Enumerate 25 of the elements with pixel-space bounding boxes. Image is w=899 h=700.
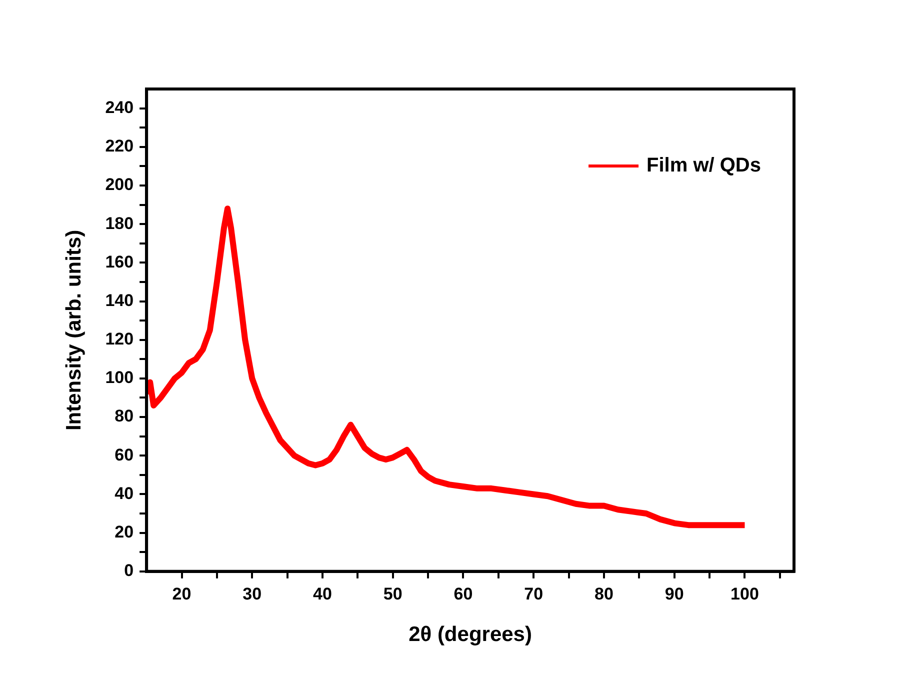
x-tick-label: 60: [454, 584, 473, 604]
x-tick-label: 50: [383, 584, 402, 604]
x-tick-label: 100: [730, 584, 759, 604]
x-tick-label: 40: [313, 584, 332, 604]
legend-label: Film w/ QDs: [646, 154, 762, 177]
y-tick-label: 140: [105, 290, 134, 310]
x-axis-title: 2θ (degrees): [408, 623, 532, 646]
y-tick-label: 200: [105, 175, 134, 194]
y-tick-label: 0: [124, 561, 134, 580]
y-tick-label: 180: [105, 214, 134, 233]
y-tick-label: 160: [105, 252, 134, 272]
y-tick-label: 220: [105, 136, 134, 156]
y-tick-label: 60: [114, 445, 134, 464]
y-tick-label: 120: [105, 330, 134, 349]
x-tick-label: 20: [172, 584, 192, 604]
x-tick-label: 90: [664, 584, 684, 604]
y-tick-label: 20: [114, 522, 134, 542]
x-tick-label: 70: [524, 584, 544, 604]
y-tick-label: 40: [114, 484, 134, 503]
y-tick-label: 240: [105, 98, 134, 117]
x-tick-label: 30: [242, 584, 262, 604]
x-tick-label: 80: [594, 584, 614, 604]
y-tick-label: 80: [114, 406, 134, 426]
y-axis-title: Intensity (arb. units): [62, 230, 86, 431]
y-tick-label: 100: [105, 368, 134, 388]
